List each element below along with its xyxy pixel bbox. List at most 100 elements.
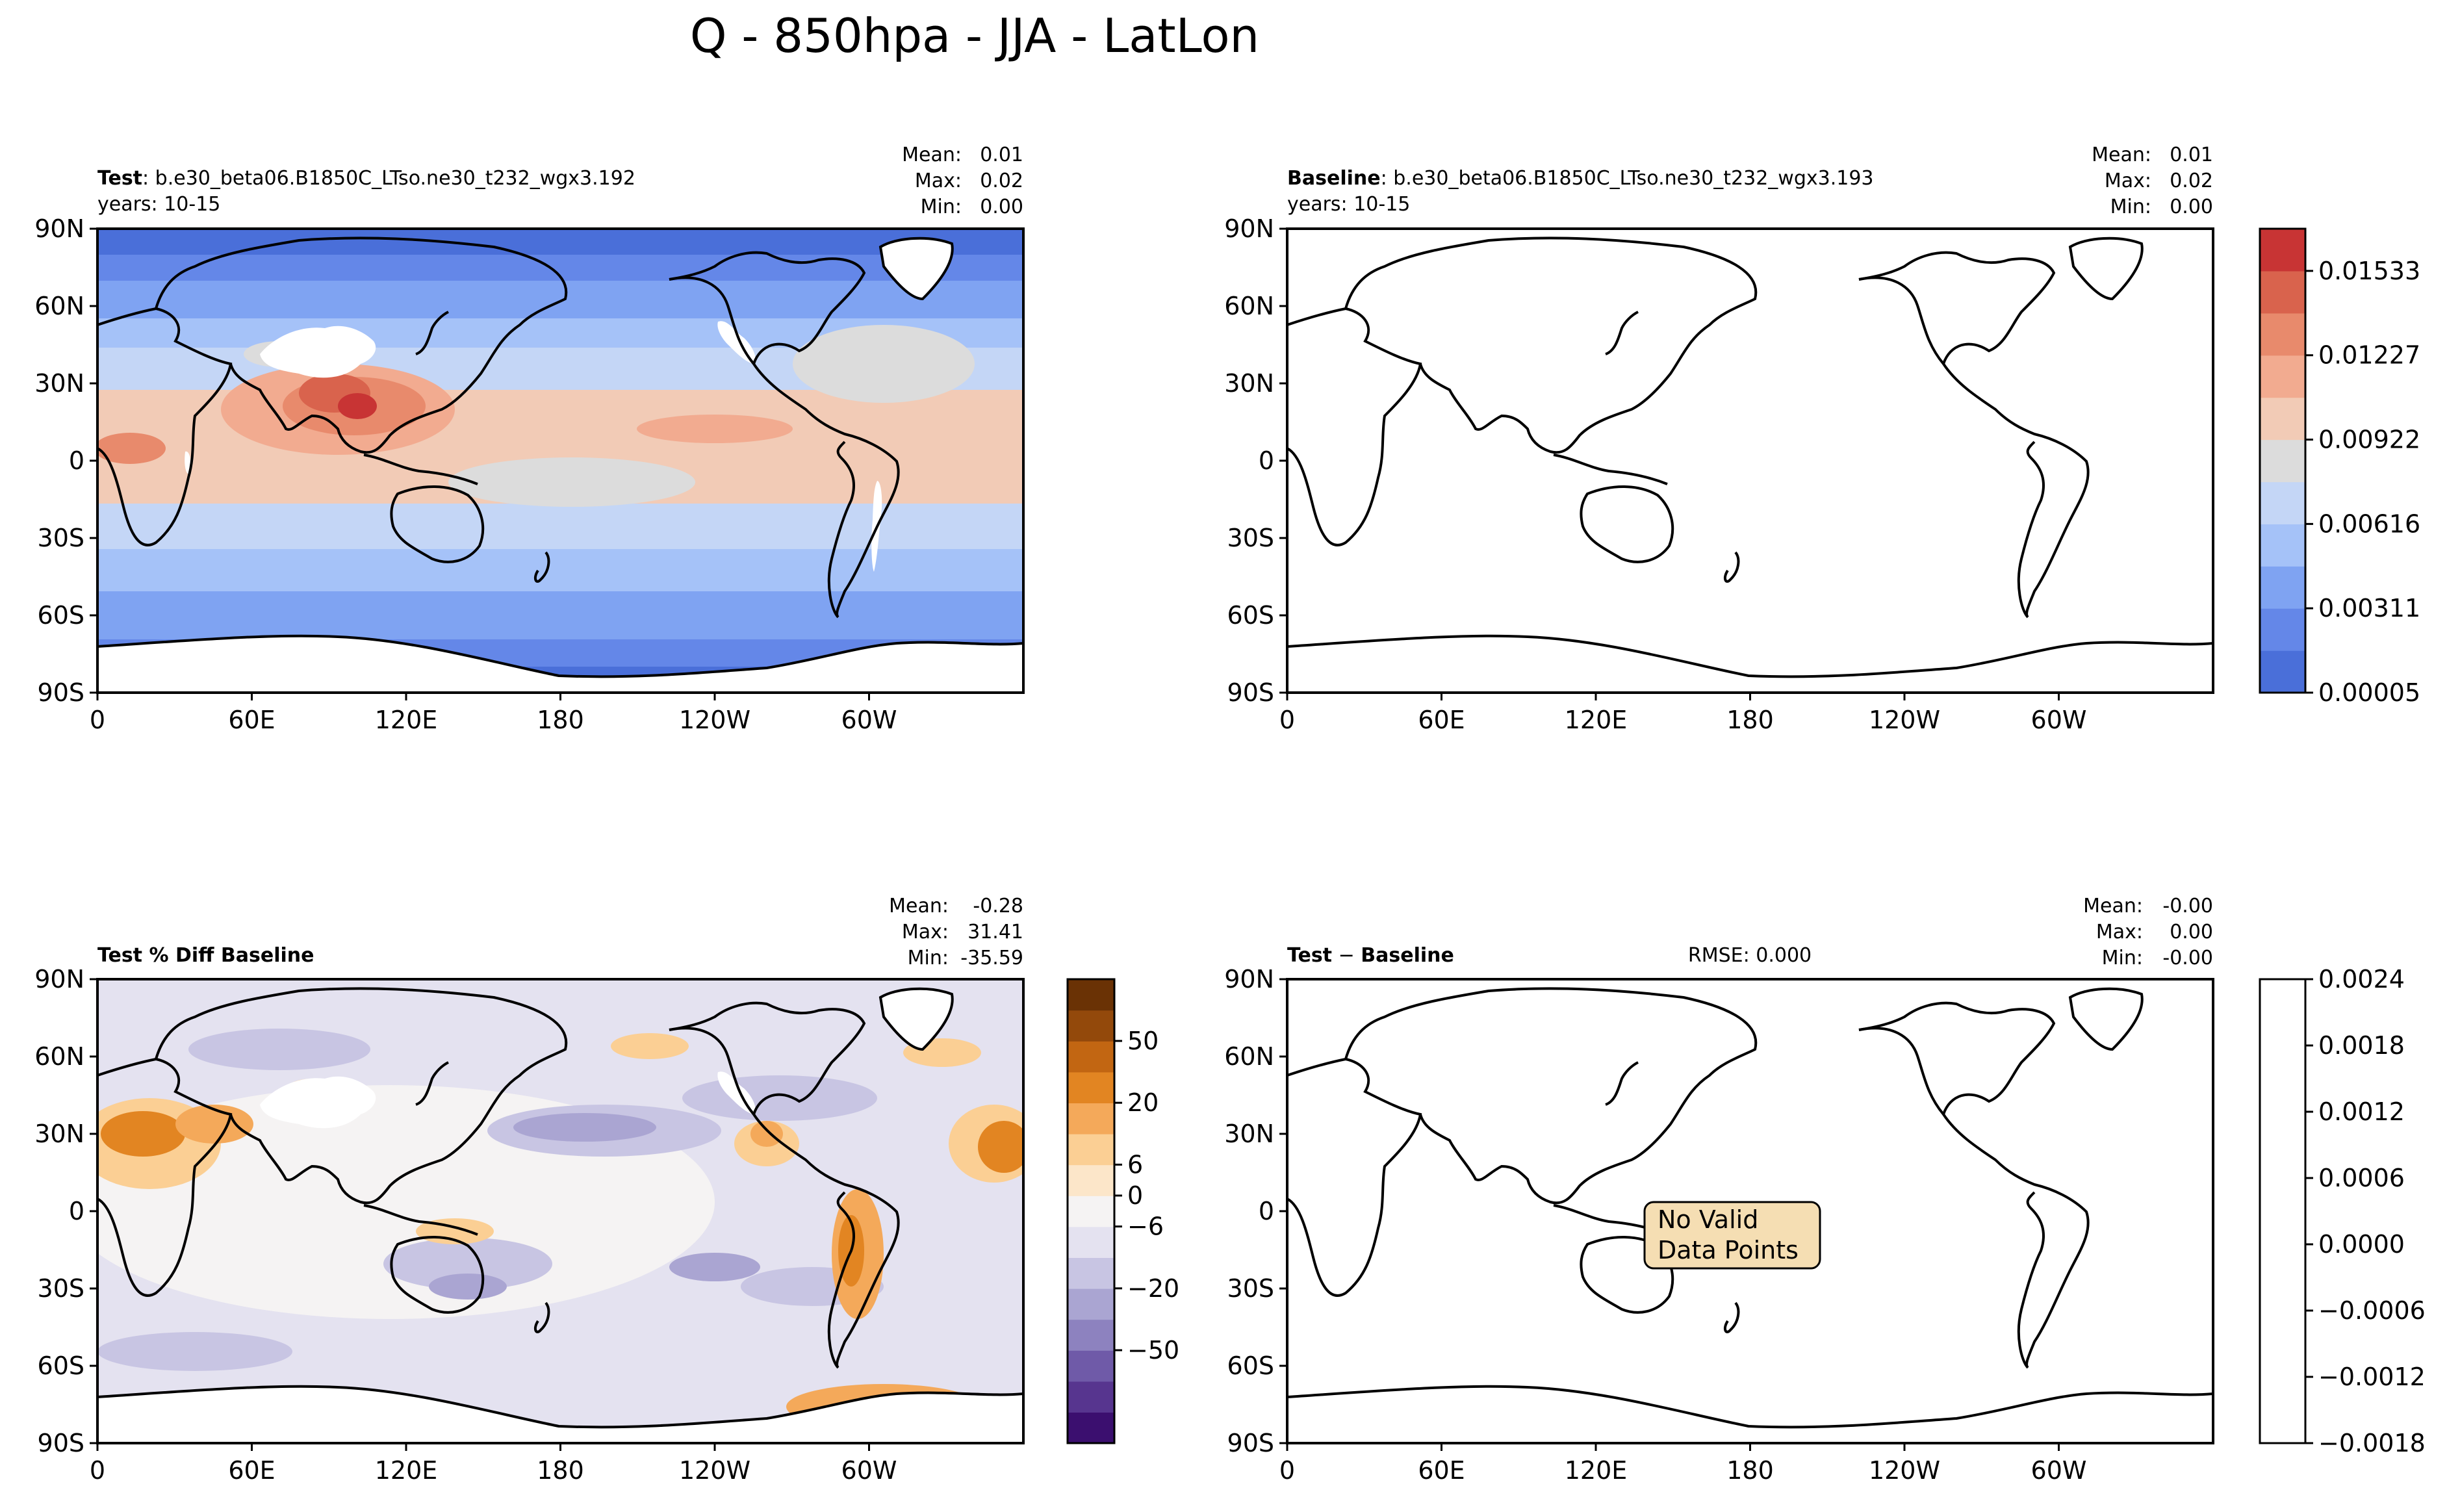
x-tick-label-test-1: 60E (228, 706, 275, 734)
panel-test-blob-7b (637, 415, 793, 443)
cbar-diff-tick-label-7: −0.0018 (2318, 1429, 2426, 1457)
panel-baseline-coast-nz (1723, 551, 1740, 583)
y-tick-label-pct-1: 60N (34, 1042, 84, 1071)
panel-test-coast-americas (669, 276, 900, 619)
panel-baseline-coast-africa-europe (1287, 307, 1422, 546)
panel-baseline-min: 0.00 (2170, 196, 2213, 218)
y-tick-label-test-6: 90S (38, 678, 84, 707)
cbar-diff-tick-label-5: −0.0006 (2318, 1296, 2426, 1325)
y-tick-label-diff-5: 60S (1227, 1352, 1274, 1380)
panel-test-min: 0.00 (980, 196, 1023, 218)
pct-coast-north-america (669, 1001, 866, 1115)
diff-coast-north-america (1858, 1001, 2056, 1115)
pct-blob-10 (669, 1253, 760, 1281)
cbar-main-swatch-5 (2260, 439, 2305, 483)
y-tick-label-base-5: 60S (1227, 601, 1274, 630)
colorbar-main: 0.01533 0.01227 0.00922 0.00616 0.00311 0.000… (2259, 227, 2420, 707)
y-tick-label-pct-6: 90S (38, 1429, 84, 1457)
panel-baseline-blob-grey-3 (1433, 341, 1505, 367)
no-data-box: No Valid Data Points (1643, 1201, 1821, 1270)
panel-baseline-band-1 (1287, 255, 2213, 667)
panel-test-mean: 0.01 (980, 144, 1023, 166)
panel-baseline-mean-label: Mean: (2092, 144, 2151, 166)
panel-diff-title-minus: − (1332, 944, 1361, 967)
cbar-diff-tick-label-1: 0.0018 (2318, 1031, 2405, 1060)
diff-coast-antarctica (1287, 1385, 2213, 1429)
pct-coast-africa-europe (97, 1057, 233, 1297)
cbar-main-swatch-1 (2260, 608, 2305, 651)
y-tick-label-test-1: 60N (34, 292, 84, 320)
x-tick-label-test-0: 0 (90, 706, 105, 734)
panel-test-min-label: Min: (921, 196, 962, 218)
panel-pct-diff-mean-label: Mean: (889, 895, 949, 917)
y-tick-label-pct-4: 30S (38, 1274, 84, 1303)
cbar-diff-tick-label-0: 0.0024 (2318, 965, 2405, 993)
pct-blob-8 (188, 1029, 370, 1070)
diff-coast-americas (1858, 1027, 2090, 1369)
panel-diff-max-label: Max: (2096, 921, 2143, 943)
panel-diff-min: -0.00 (2162, 947, 2213, 969)
panel-test-field (97, 229, 1023, 693)
panel-test-coast-australia (390, 485, 485, 563)
panel-baseline-max: 0.02 (2170, 170, 2213, 192)
panel-test-coastlines (97, 237, 1023, 678)
diff-coast-nz (1723, 1301, 1740, 1333)
cbar-pct-swatch-14 (1068, 979, 1114, 1011)
cbar-main-tick-label-2: 0.00922 (2318, 426, 2420, 454)
x-tick-label-test-3: 180 (537, 706, 584, 734)
pct-blob-4 (682, 1075, 877, 1121)
panel-baseline-coast-antarctica (1287, 634, 2213, 678)
x-tick-label-base-3: 180 (1726, 706, 1774, 734)
cbar-pct-frame (1066, 978, 1116, 1444)
pct-blob-5 (383, 1238, 552, 1290)
panel-baseline-yaxis: 90N 60N 30N 0 30S 60S 90S (1224, 214, 1287, 707)
cbar-pct-swatch-5 (1068, 1257, 1114, 1289)
panel-baseline-blob-7 (1411, 364, 1645, 455)
panel-baseline-min-label: Min: (2110, 196, 2151, 218)
panel-test-blob-grey-2 (793, 325, 975, 403)
panel-baseline-title-rest: : b.e30_beta06.B1850C_LTso.ne30_t232_wgx… (1381, 167, 1874, 190)
panel-diff-rmse: RMSE: 0.000 (1688, 944, 1812, 967)
x-tick-label-test-2: 120E (375, 706, 438, 734)
panel-pct-diff-min: -35.59 (960, 947, 1023, 969)
colorbar-pct-diff: 50 20 60−6 −20 −50 (1066, 978, 1179, 1444)
panel-test-title: Test: b.e30_beta06.B1850C_LTso.ne30_t232… (97, 167, 635, 190)
panel-diff: Test − Baseline RMSE: 0.000 Mean: -0.00 … (1224, 895, 2426, 1485)
panel-baseline-band-2 (1287, 281, 2213, 639)
cbar-pct-swatch-11 (1068, 1071, 1114, 1103)
pct-blob-6 (429, 1274, 507, 1300)
panel-pct-diff-max-label: Max: (902, 921, 949, 943)
panel-baseline-coast-australia (1580, 485, 1674, 563)
cbar-pct-swatch-3 (1068, 1319, 1114, 1351)
y-tick-label-test-2: 30N (34, 369, 84, 398)
x-tick-label-pct-5: 60W (841, 1456, 897, 1485)
panel-diff-yaxis: 90N 60N 30N 0 30S 60S 90S (1224, 965, 1287, 1457)
panel-baseline-blob-8b (1284, 433, 1355, 464)
panel-test-blob-8b (97, 433, 166, 464)
panel-pct-diff-xaxis: 0 60E 120E 180 120W 60W (90, 1443, 897, 1485)
x-tick-label-test-4: 120W (679, 706, 750, 734)
cbar-pct-tick-label-2: 6 (1127, 1150, 1143, 1179)
cbar-diff-tick-label-6: −0.0012 (2318, 1363, 2426, 1391)
diff-coast-africa-europe (1287, 1057, 1422, 1297)
y-tick-label-diff-2: 30N (1224, 1120, 1274, 1148)
panel-pct-diff-coastlines (97, 987, 1023, 1429)
panel-diff-mean: -0.00 (2162, 895, 2213, 917)
diff-coast-greenland (2068, 987, 2144, 1051)
panel-baseline-frame (1286, 227, 2214, 694)
diff-coast-japan (1605, 1061, 1639, 1106)
panel-test: Test: b.e30_beta06.B1850C_LTso.ne30_t232… (34, 144, 1025, 734)
y-tick-label-base-1: 60N (1224, 292, 1274, 320)
cbar-main-swatch-7 (2260, 355, 2305, 398)
cbar-main-swatch-4 (2260, 481, 2305, 524)
panel-baseline-blob-7b (1826, 415, 1982, 443)
panel-diff-coastlines (1287, 987, 2213, 1429)
y-tick-label-base-6: 90S (1227, 678, 1274, 707)
x-tick-label-diff-3: 180 (1726, 1456, 1774, 1485)
cbar-pct-swatch-10 (1068, 1103, 1114, 1134)
x-tick-label-pct-2: 120E (375, 1456, 438, 1485)
cbar-pct-swatch-13 (1068, 1010, 1114, 1042)
pct-coast-japan (415, 1061, 449, 1106)
panel-baseline-coast-eurasia (1344, 237, 1758, 454)
